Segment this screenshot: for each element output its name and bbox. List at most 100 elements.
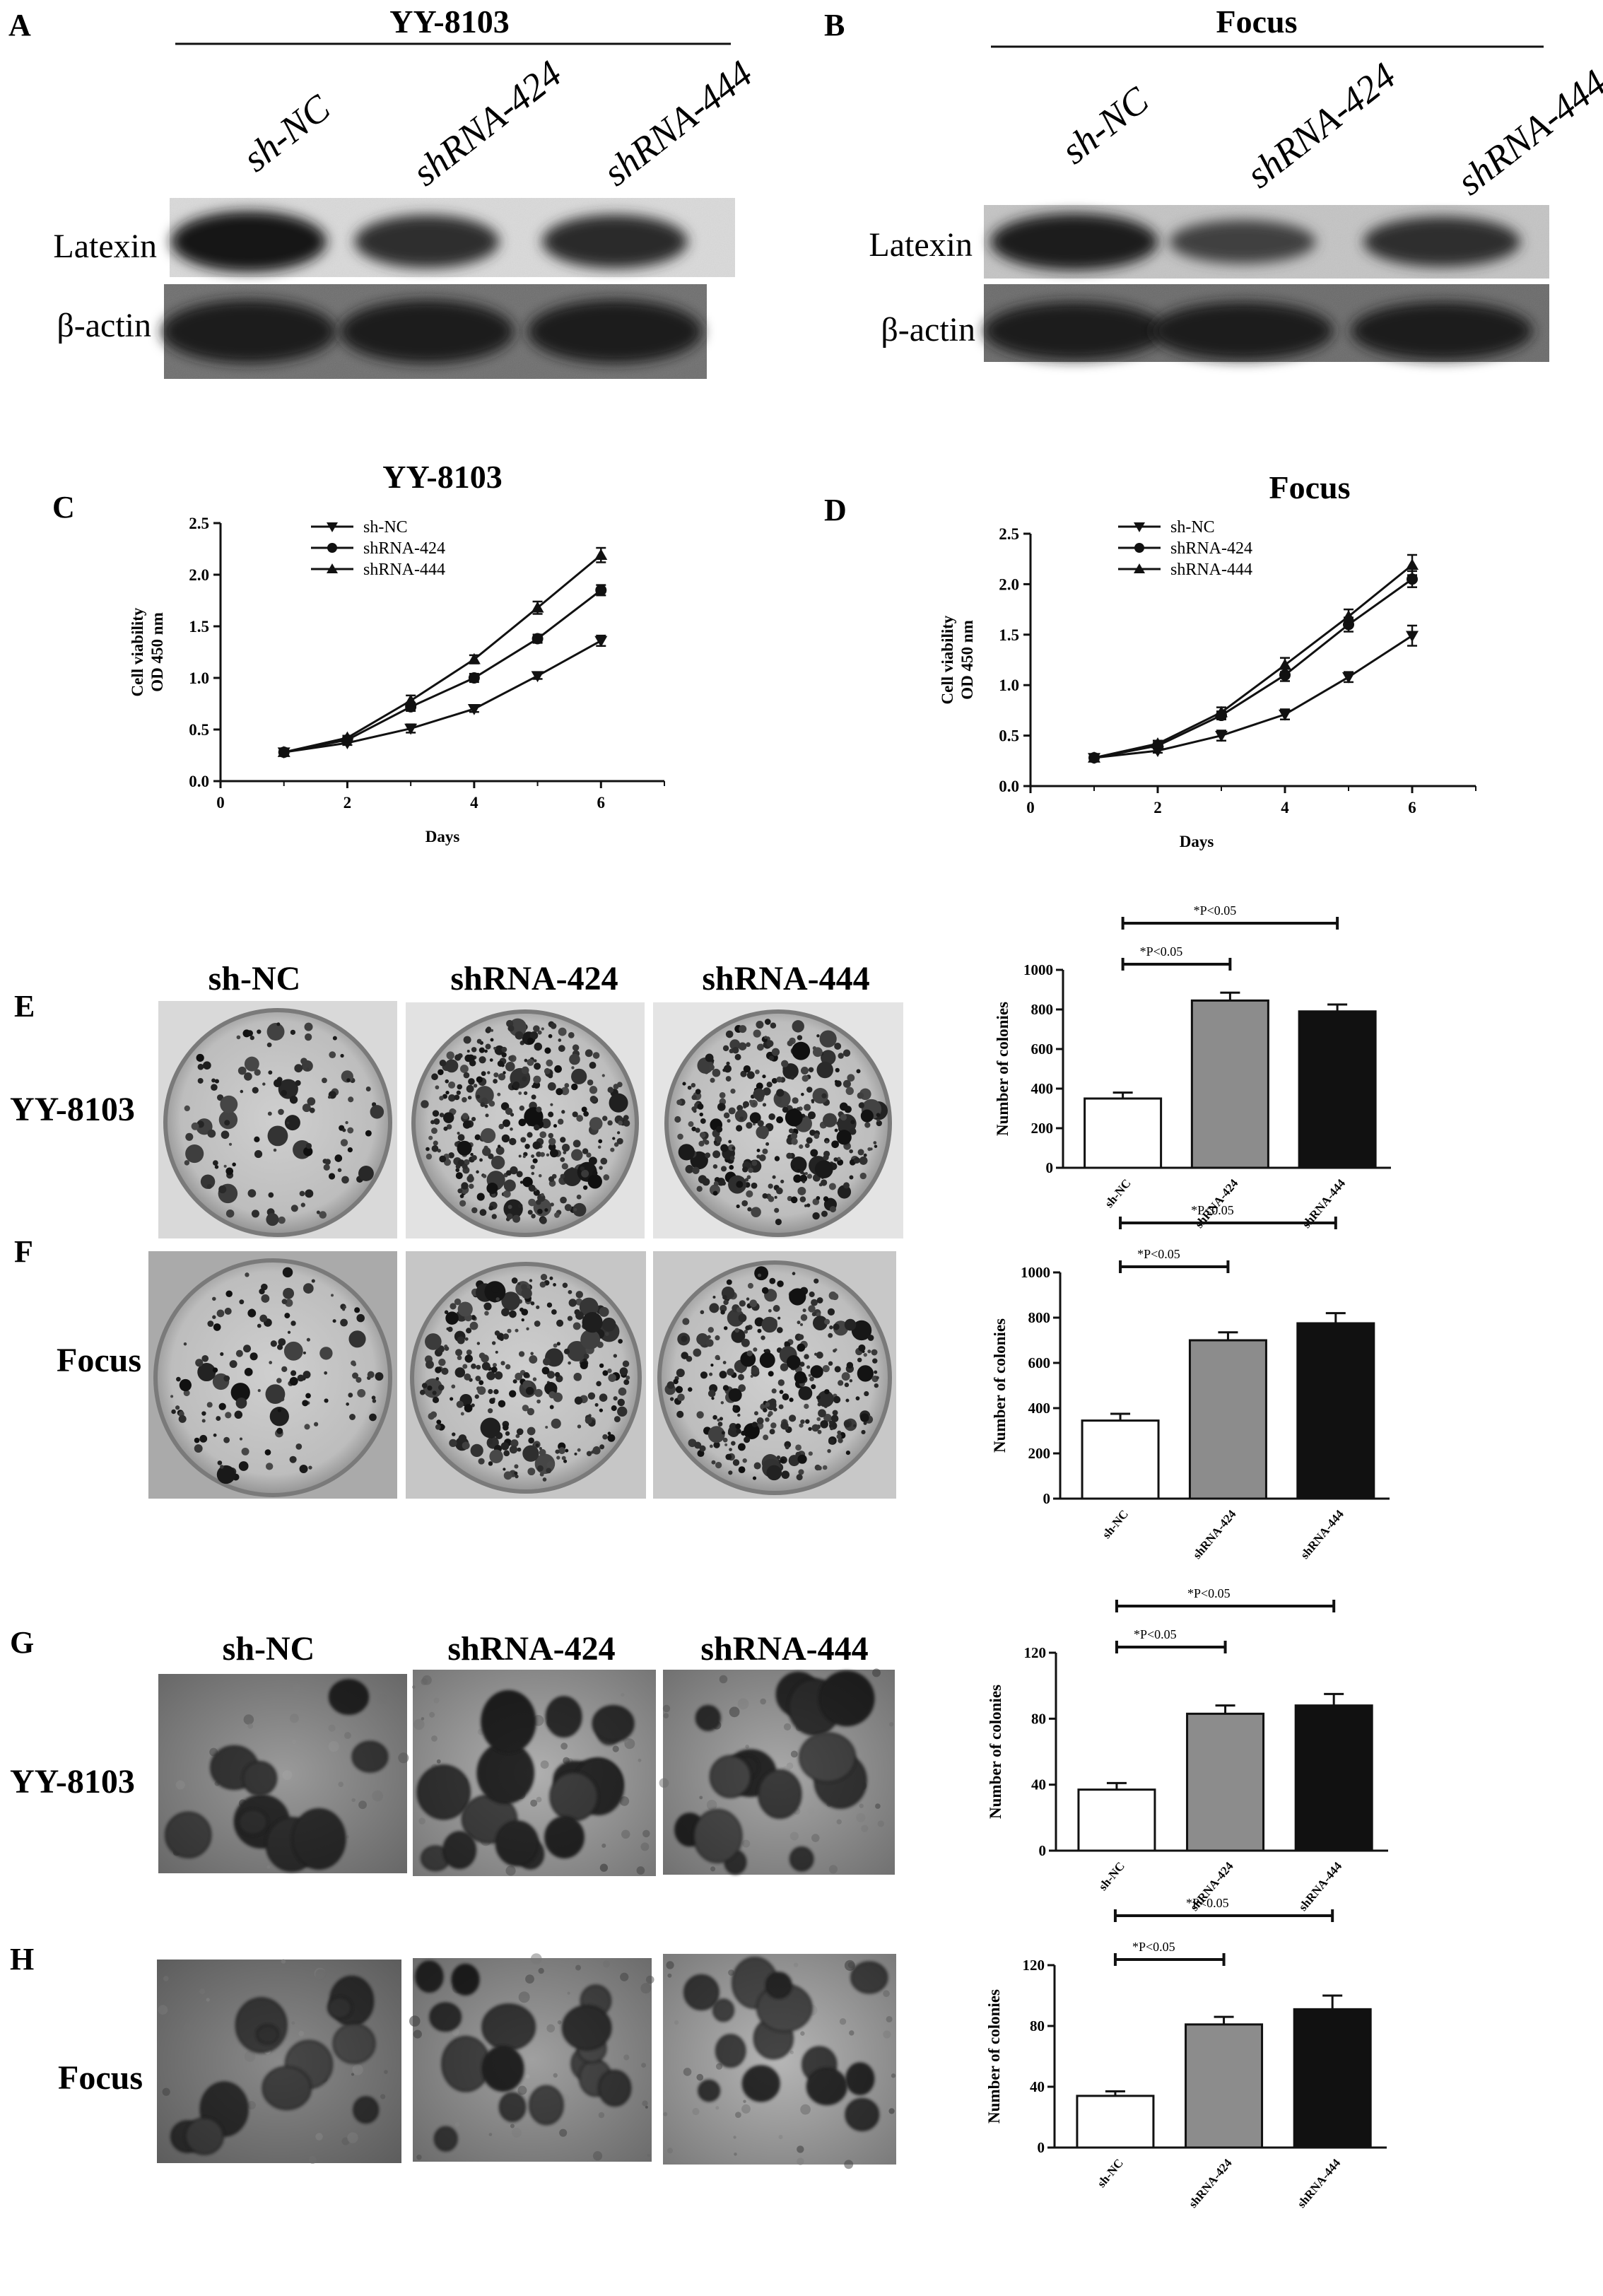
colony: [836, 1434, 842, 1439]
colony: [471, 1155, 477, 1161]
colony: [874, 1383, 879, 1388]
colony: [769, 1277, 776, 1284]
colony: [534, 1062, 541, 1070]
colony: [626, 1376, 630, 1380]
colony: [439, 1113, 445, 1118]
colony: [572, 1140, 581, 1148]
blot-band: [983, 301, 1165, 361]
colony: [723, 1326, 728, 1330]
colony: [476, 1364, 481, 1370]
colony: [846, 1361, 854, 1369]
colony: [262, 1082, 266, 1086]
colony: [876, 1376, 879, 1380]
colony: [508, 1018, 527, 1036]
colony: [589, 1117, 603, 1130]
colony: [444, 1310, 449, 1315]
colony: [448, 1152, 454, 1159]
lane-label-b-3: shRNA-444: [1449, 62, 1603, 204]
colony: [249, 1352, 258, 1361]
colony: [521, 1066, 529, 1074]
colony: [556, 1088, 563, 1096]
colony: [673, 1378, 679, 1385]
colony: [842, 1079, 851, 1088]
colony: [710, 1077, 715, 1083]
colony: [213, 1323, 221, 1331]
colony: [724, 1443, 728, 1446]
colony: [587, 1392, 596, 1400]
colony: [281, 1366, 288, 1372]
colony: [729, 1448, 732, 1451]
colony: [501, 1052, 507, 1058]
colony: [768, 1195, 775, 1202]
panel-letter-f: F: [14, 1234, 33, 1269]
colony: [492, 1363, 497, 1368]
colony: [723, 1112, 730, 1119]
colony: [299, 1465, 308, 1473]
colony: [244, 1367, 253, 1376]
colony: [767, 1413, 771, 1417]
colony: [534, 1320, 541, 1327]
colony: [348, 1330, 366, 1348]
colony: [438, 1358, 446, 1366]
colony: [278, 1216, 286, 1224]
colony: [269, 1361, 273, 1364]
colony: [439, 1096, 444, 1101]
colony: [681, 1352, 688, 1359]
colony: [576, 1115, 584, 1122]
colony: [711, 1460, 716, 1465]
x-axis-label: Days: [1180, 833, 1214, 850]
colony: [534, 1042, 542, 1051]
colony: [455, 1164, 461, 1169]
y-tick-label: 0.5: [189, 721, 209, 739]
colony: [254, 1069, 261, 1076]
colony: [821, 1050, 836, 1065]
colony: [872, 1358, 878, 1364]
panel-f: F Focus 0 200 400 600 800 1000 Number of colon…: [14, 1203, 1390, 1562]
colony: [207, 1129, 216, 1138]
colony: [539, 1281, 546, 1288]
colony: [713, 1140, 717, 1144]
data-point: [277, 746, 290, 757]
colony: [792, 1097, 799, 1104]
colony: [835, 1067, 840, 1072]
colony: [495, 1146, 505, 1155]
row-label-g: YY-8103: [10, 1763, 135, 1800]
colony: [691, 1082, 696, 1088]
colony: [732, 1406, 737, 1411]
plate-header-1: sh-NC: [209, 960, 301, 997]
colony: [197, 1063, 204, 1070]
colony: [765, 1142, 770, 1146]
colony: [618, 1339, 623, 1344]
colony: [622, 1360, 630, 1368]
colony: [816, 1297, 823, 1304]
colony: [515, 1372, 523, 1381]
colony: [685, 1165, 694, 1173]
y-tick-label: 2.0: [189, 566, 209, 584]
colony: [746, 1175, 751, 1180]
colony: [765, 1417, 770, 1422]
colony: [532, 1377, 537, 1381]
colony: [750, 1374, 753, 1378]
colony: [568, 1032, 575, 1038]
colony: [539, 1131, 547, 1139]
colony: [541, 1193, 544, 1197]
colony: [530, 1301, 535, 1306]
colony: [596, 1381, 601, 1387]
colony: [827, 1448, 831, 1453]
colony: [744, 1436, 751, 1443]
colony: [342, 1308, 346, 1311]
growth-curve-chart-d: Focus 0.0 0.5 1.0 1.5 2.0 2.5 0 2 4 6 Days Cell viab…: [939, 469, 1476, 850]
colony: [522, 1405, 529, 1412]
colony: [739, 1300, 746, 1307]
colony: [720, 1144, 729, 1152]
y-axis-label: Number of colonies: [994, 1002, 1011, 1136]
colony: [503, 1071, 506, 1074]
colony: [823, 1067, 826, 1072]
colony: [546, 1371, 555, 1379]
colony: [201, 1411, 206, 1416]
colony: [281, 1299, 288, 1305]
colony: [324, 1159, 331, 1165]
colony: [789, 1398, 794, 1402]
colony: [304, 1424, 310, 1430]
colony: [812, 1046, 817, 1050]
